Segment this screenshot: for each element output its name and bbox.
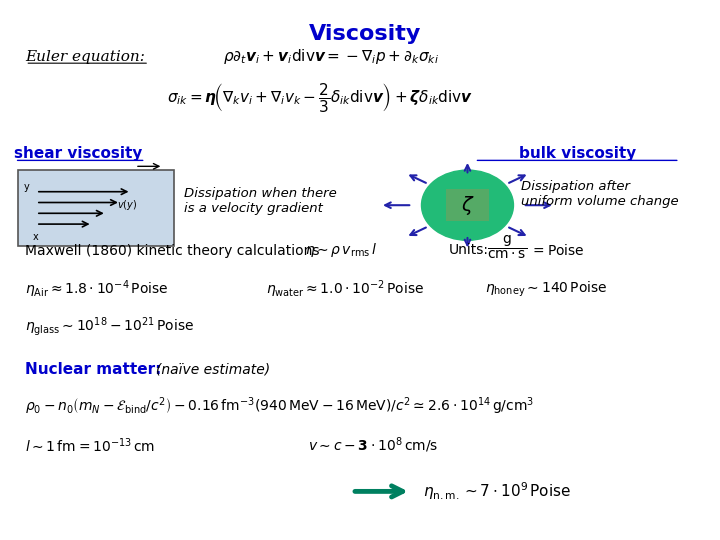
Text: $v \sim c - \mathbf{3}\cdot 10^8\,\mathrm{cm/s}$: $v \sim c - \mathbf{3}\cdot 10^8\,\mathr… <box>308 436 438 455</box>
Text: Dissipation after
uniform volume change: Dissipation after uniform volume change <box>521 180 678 208</box>
Text: bulk viscosity: bulk viscosity <box>518 146 636 161</box>
Text: Viscosity: Viscosity <box>309 24 421 44</box>
Text: $\dfrac{\mathrm{g}}{\mathrm{cm}\cdot\mathrm{s}}$: $\dfrac{\mathrm{g}}{\mathrm{cm}\cdot\mat… <box>487 234 527 261</box>
Text: $\eta_\mathrm{n.m.} \sim 7\cdot 10^9\,\mathrm{Poise}$: $\eta_\mathrm{n.m.} \sim 7\cdot 10^9\,\m… <box>423 481 571 502</box>
Text: shear viscosity: shear viscosity <box>14 146 143 161</box>
Text: $\eta_\mathrm{water} \approx 1.0\cdot 10^{-2}\,\mathrm{Poise}$: $\eta_\mathrm{water} \approx 1.0\cdot 10… <box>266 278 424 300</box>
Text: $= \mathrm{Poise}$: $= \mathrm{Poise}$ <box>530 243 585 258</box>
Text: $\eta_\mathrm{honey} \sim 140\,\mathrm{Poise}$: $\eta_\mathrm{honey} \sim 140\,\mathrm{P… <box>485 279 608 299</box>
Text: $\eta_\mathrm{Air} \approx 1.8\cdot 10^{-4}\,\mathrm{Poise}$: $\eta_\mathrm{Air} \approx 1.8\cdot 10^{… <box>25 278 169 300</box>
Text: Nuclear matter:: Nuclear matter: <box>25 362 162 377</box>
FancyBboxPatch shape <box>446 189 489 221</box>
FancyBboxPatch shape <box>18 170 174 246</box>
Text: Units:: Units: <box>449 243 488 257</box>
Text: y: y <box>24 182 30 192</box>
Text: $\rho_0 - n_0\left(m_N - \mathcal{E}_\mathrm{bind}/c^2\right) - 0.16\,\mathrm{fm: $\rho_0 - n_0\left(m_N - \mathcal{E}_\ma… <box>25 395 534 417</box>
Text: Dissipation when there
is a velocity gradient: Dissipation when there is a velocity gra… <box>184 187 337 215</box>
Text: (naïve estimate): (naïve estimate) <box>156 363 270 377</box>
Text: x: x <box>32 232 38 242</box>
Circle shape <box>421 170 513 240</box>
Text: $\eta \sim \rho\, v_\mathrm{rms}\, l$: $\eta \sim \rho\, v_\mathrm{rms}\, l$ <box>305 241 377 259</box>
Text: Euler equation:: Euler equation: <box>25 50 145 64</box>
Text: Maxwell (1860) kinetic theory calculations: Maxwell (1860) kinetic theory calculatio… <box>25 244 320 258</box>
Text: $\zeta$: $\zeta$ <box>461 194 474 217</box>
Text: $\sigma_{ik} = \boldsymbol{\eta}\!\left(\nabla_k v_i + \nabla_i v_k - \dfrac{2}{: $\sigma_{ik} = \boldsymbol{\eta}\!\left(… <box>167 80 473 114</box>
Text: $\rho\partial_t \boldsymbol{v}_i + \boldsymbol{v}_i\mathrm{div}\boldsymbol{v} = : $\rho\partial_t \boldsymbol{v}_i + \bold… <box>223 47 439 66</box>
Text: $l \sim 1\,\mathrm{fm} = 10^{-13}\,\mathrm{cm}$: $l \sim 1\,\mathrm{fm} = 10^{-13}\,\math… <box>25 436 156 455</box>
Text: $v(y)$: $v(y)$ <box>117 198 138 212</box>
Text: $\eta_\mathrm{glass} \sim 10^{18} - 10^{21}\,\mathrm{Poise}$: $\eta_\mathrm{glass} \sim 10^{18} - 10^{… <box>25 315 194 338</box>
